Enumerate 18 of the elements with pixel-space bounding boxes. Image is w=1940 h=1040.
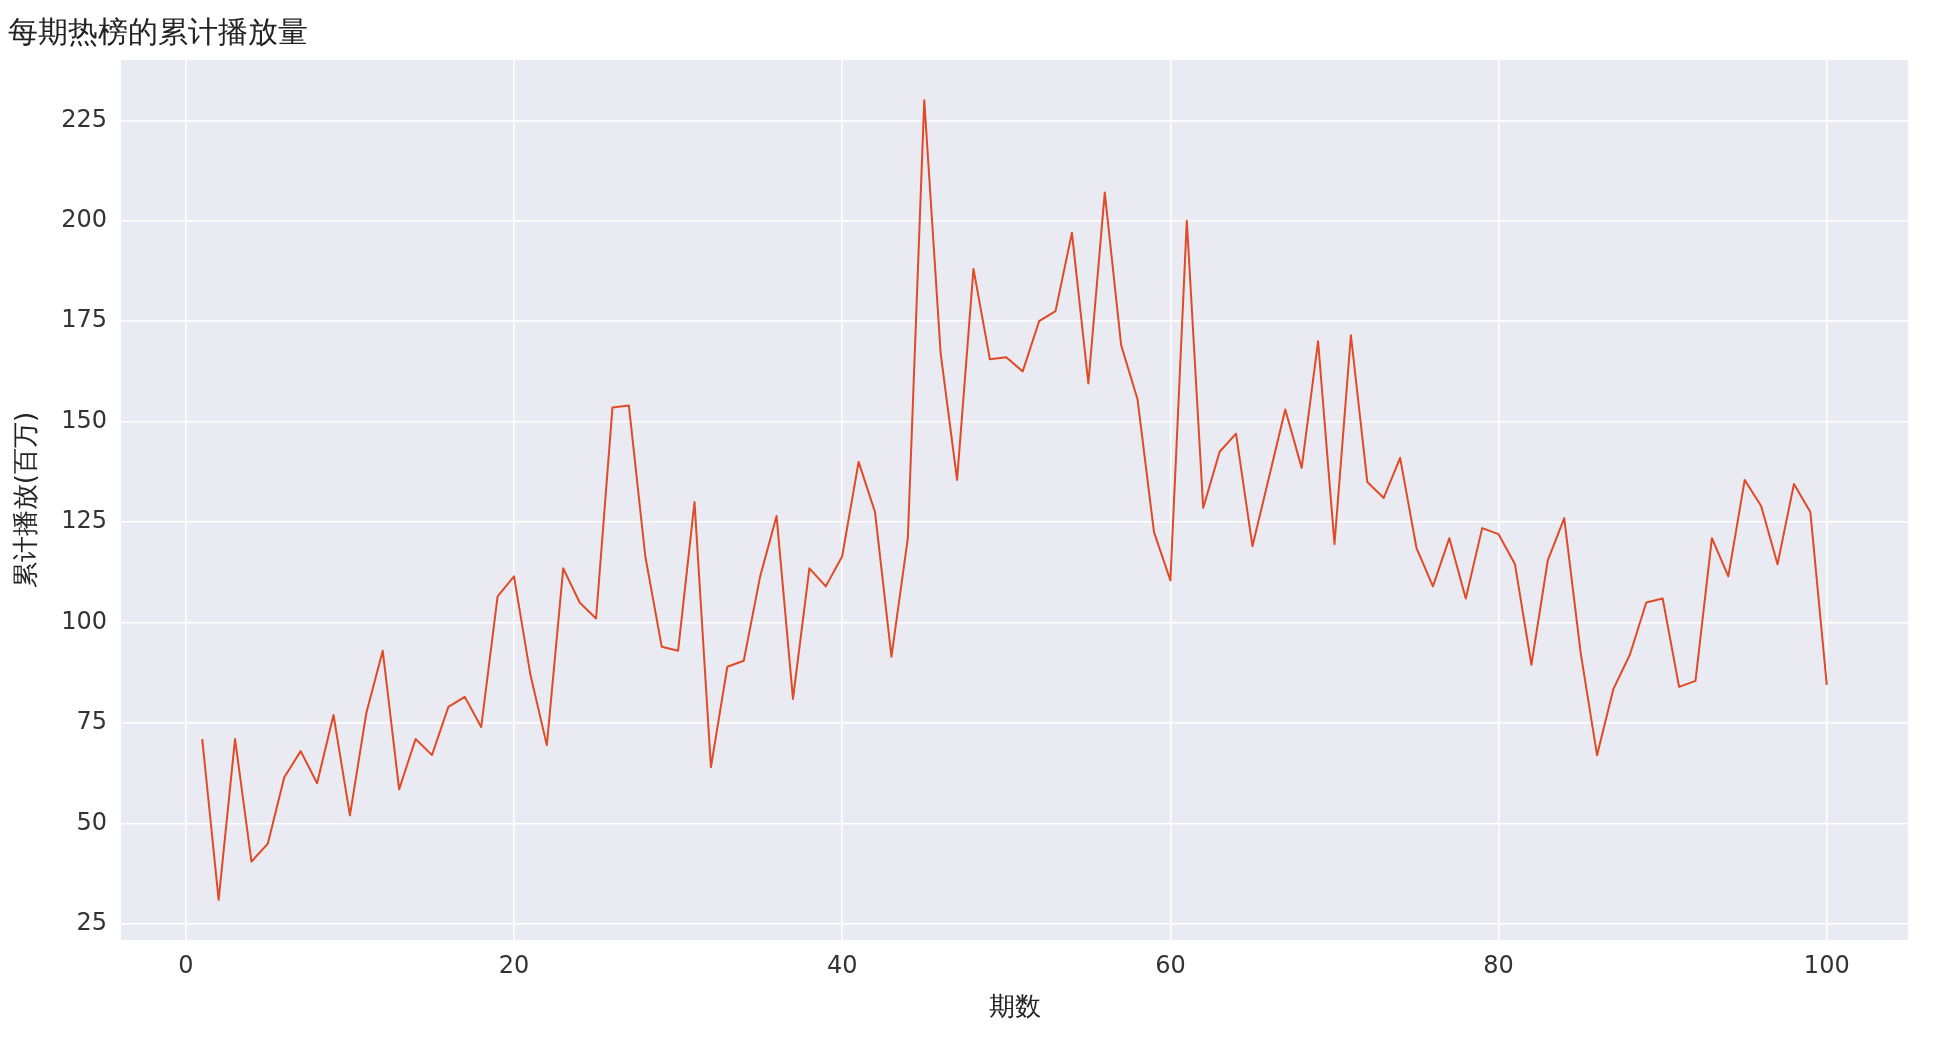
- y-tick-label: 150: [61, 405, 108, 434]
- x-tick-label: 20: [498, 950, 530, 979]
- chart-title: 每期热榜的累计播放量: [8, 13, 308, 49]
- x-tick-label: 60: [1155, 950, 1186, 979]
- x-tick-label: 80: [1483, 950, 1514, 979]
- y-tick-label: 50: [76, 807, 108, 836]
- y-tick-label: 200: [61, 204, 108, 233]
- y-tick-label: 100: [61, 606, 108, 635]
- y-tick-label: 25: [76, 908, 108, 937]
- y-tick-label: 75: [76, 707, 108, 736]
- y-tick-label: 125: [61, 506, 108, 535]
- x-axis-title: 期数: [988, 991, 1041, 1022]
- y-tick-label: 175: [61, 305, 108, 334]
- y-axis-title: 累计播放(百万): [10, 411, 41, 589]
- x-tick-label: 100: [1803, 950, 1850, 979]
- y-tick-label: 225: [61, 104, 108, 133]
- x-tick-label: 40: [826, 950, 858, 979]
- x-tick-label: 0: [178, 950, 194, 979]
